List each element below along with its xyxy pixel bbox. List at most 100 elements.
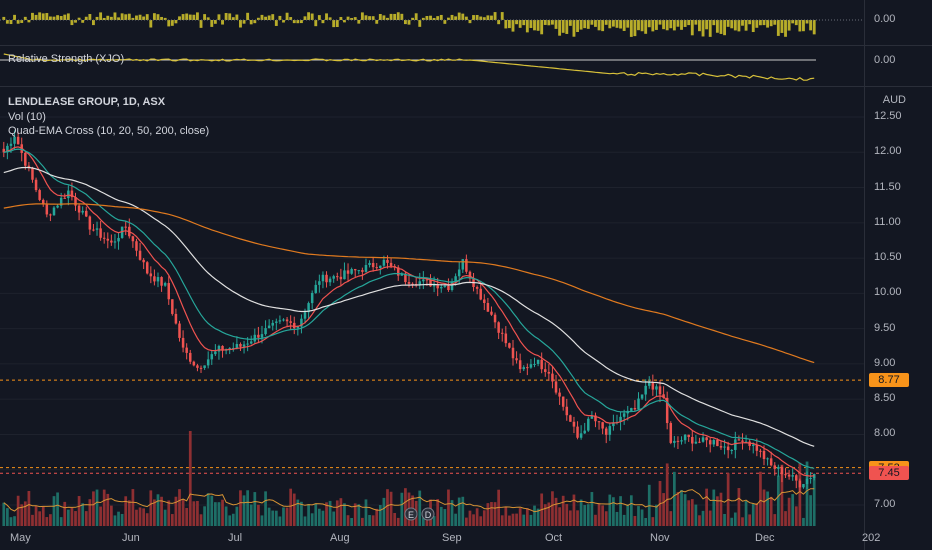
volume-bar — [56, 492, 59, 526]
candle-body — [500, 332, 504, 334]
candle-body — [787, 474, 791, 477]
candle-body — [637, 398, 640, 410]
oscillator-bar — [647, 20, 651, 28]
y-tick-label: 8.00 — [874, 427, 896, 440]
oscillator-bar — [479, 16, 483, 20]
oscillator-bar — [669, 20, 673, 29]
candle-body — [766, 458, 769, 460]
oscillator-bar — [371, 16, 375, 20]
candle-body — [601, 422, 604, 429]
volume-bar — [572, 494, 576, 526]
oscillator-bar — [447, 17, 450, 20]
oscillator-bar — [77, 17, 81, 20]
volume-bar — [561, 495, 565, 526]
volume-bar — [608, 494, 612, 526]
candle-body — [339, 276, 343, 280]
candle-body — [590, 415, 594, 419]
candle-body — [171, 299, 174, 314]
volume-bar — [418, 490, 422, 526]
volume-bar — [45, 517, 49, 526]
oscillator-bar — [676, 20, 680, 27]
candle-body — [551, 373, 554, 382]
oscillator-bar — [386, 17, 389, 20]
candle-body — [167, 283, 170, 300]
oscillator-bar — [705, 20, 709, 30]
oscillator-bar — [403, 20, 407, 25]
candle-body — [278, 320, 282, 322]
oscillator-bar — [794, 20, 798, 26]
oscillator-bar — [733, 20, 737, 31]
oscillator-bar — [256, 17, 260, 20]
oscillator-bar — [81, 20, 85, 23]
candle-body — [658, 386, 662, 395]
candle-body — [809, 478, 812, 480]
volume-bar — [651, 517, 655, 526]
volume-bar — [805, 461, 809, 526]
volume-bar — [59, 517, 63, 526]
candle-body — [791, 475, 794, 477]
oscillator-bar — [525, 20, 529, 33]
oscillator-bar — [468, 20, 472, 24]
oscillator-bar — [708, 20, 712, 37]
oscillator-bar — [518, 20, 522, 28]
oscillator-bar — [561, 20, 565, 33]
volume-bar — [335, 500, 339, 526]
oscillator-bar — [127, 13, 131, 20]
volume-bar — [644, 517, 648, 526]
event-marker-label: D — [425, 510, 432, 520]
candle-body — [522, 367, 526, 370]
ema-line — [3, 203, 815, 364]
candle-body — [59, 197, 63, 206]
candle-body — [95, 228, 99, 230]
volume-average-line — [3, 488, 815, 513]
candle-body — [479, 288, 482, 300]
candle-body — [795, 475, 798, 481]
volume-bar — [461, 496, 465, 526]
candle-body — [364, 265, 368, 272]
candle-body — [544, 369, 547, 372]
ema-legend[interactable]: Quad-EMA Cross (10, 20, 50, 200, close) — [8, 125, 210, 137]
oscillator-bar — [619, 20, 623, 29]
candle-body — [579, 433, 583, 438]
volume-bar — [583, 505, 587, 526]
oscillator-bar — [551, 20, 554, 25]
oscillator-bar — [299, 20, 303, 24]
upper-indicator-value: 0.00 — [874, 13, 896, 25]
candle-body — [712, 440, 716, 445]
candle-body — [67, 190, 70, 199]
volume-bar — [63, 501, 67, 526]
volume-bar — [296, 499, 300, 526]
oscillator-bar — [637, 20, 640, 31]
candle-body — [267, 325, 271, 329]
x-tick-label: Nov — [650, 532, 670, 544]
volume-bar — [228, 515, 232, 526]
volume-bar — [300, 501, 303, 526]
oscillator-bar — [533, 20, 536, 31]
volume-bar — [741, 517, 744, 526]
candle-body — [558, 392, 561, 397]
oscillator-bar — [59, 16, 63, 20]
candle-body — [483, 299, 486, 303]
volume-bar — [221, 499, 224, 526]
volume-legend[interactable]: Vol (10) — [8, 111, 46, 123]
candle-body — [249, 341, 253, 344]
oscillator-bar — [497, 20, 501, 25]
oscillator-bar — [296, 20, 300, 24]
volume-bar — [802, 517, 805, 526]
candle-body — [156, 277, 160, 282]
oscillator-bar — [568, 20, 572, 26]
volume-bar — [389, 491, 393, 526]
y-tick-label: 10.50 — [874, 251, 902, 264]
oscillator-bar — [346, 16, 350, 20]
candle-body — [594, 415, 597, 422]
candle-body — [432, 284, 436, 287]
volume-bar — [181, 499, 185, 526]
volume-bar — [23, 501, 27, 526]
candle-body — [214, 351, 217, 355]
oscillator-bar — [192, 14, 196, 20]
relative-strength-label[interactable]: Relative Strength (XJO) — [8, 53, 125, 65]
volume-bar — [730, 517, 734, 526]
symbol-title[interactable]: LENDLEASE GROUP, 1D, ASX — [8, 96, 166, 108]
candle-body — [508, 343, 511, 348]
